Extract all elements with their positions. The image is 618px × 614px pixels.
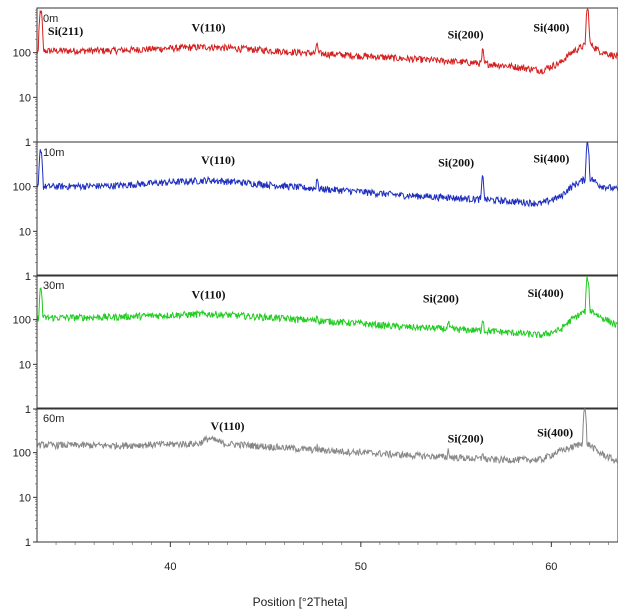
y-tick-label: 1	[25, 137, 31, 149]
sample-label: 0m	[43, 13, 58, 25]
y-tick-label: 100	[13, 182, 31, 194]
y-tick-label: 10	[19, 492, 31, 504]
series-line-10m	[36, 142, 618, 208]
y-tick-label: 100	[13, 48, 31, 60]
peak-label: V(110)	[191, 287, 225, 301]
peak-label: Si(200)	[438, 156, 474, 170]
panel-60m: 1 10 100 60m V(110) Si(200) Si(400)	[13, 407, 618, 549]
peak-label: Si(200)	[448, 431, 484, 445]
peak-label: Si(200)	[423, 292, 459, 306]
y-tick-label: 10	[19, 92, 31, 104]
panel-frame	[36, 7, 618, 143]
series-line-0m	[36, 7, 618, 75]
panel-10m: 1 10 100 10m V(110) Si(200) Si(400)	[13, 141, 618, 283]
peak-label: V(110)	[191, 20, 225, 34]
y-tick-label: 1	[25, 537, 31, 549]
sample-label: 10m	[43, 147, 64, 159]
x-axis: 40 50 60	[55, 542, 609, 573]
peak-label: Si(200)	[448, 27, 484, 41]
series-line-60m	[36, 408, 618, 465]
peak-label: V(110)	[210, 419, 244, 433]
y-tick-label: 1	[25, 271, 31, 283]
x-tick-label: 40	[164, 561, 176, 573]
panel-frame	[36, 274, 618, 410]
peak-label: Si(400)	[528, 286, 564, 300]
y-tick-label: 100	[13, 315, 31, 327]
peak-label: Si(400)	[533, 20, 569, 34]
y-tick-label: 10	[19, 359, 31, 371]
series-line-30m	[36, 275, 618, 339]
panel-30m: 1 10 100 30m V(110) Si(200) Si(400)	[13, 274, 618, 416]
x-tick-label: 60	[545, 561, 557, 573]
x-tick-label: 50	[355, 561, 367, 573]
sample-label: 30m	[43, 280, 64, 292]
sample-label: 60m	[43, 413, 64, 425]
x-axis-label: Position [°2Theta]	[253, 595, 348, 609]
peak-label: V(110)	[201, 153, 235, 167]
panel-frame	[36, 141, 618, 277]
panel-frame	[36, 407, 618, 543]
peak-label: Si(400)	[533, 151, 569, 165]
y-tick-label: 100	[13, 448, 31, 460]
peak-label: Si(400)	[537, 426, 573, 440]
y-tick-label: 10	[19, 226, 31, 238]
peak-label: Si(211)	[48, 24, 83, 38]
y-tick-label: 1	[25, 404, 31, 416]
